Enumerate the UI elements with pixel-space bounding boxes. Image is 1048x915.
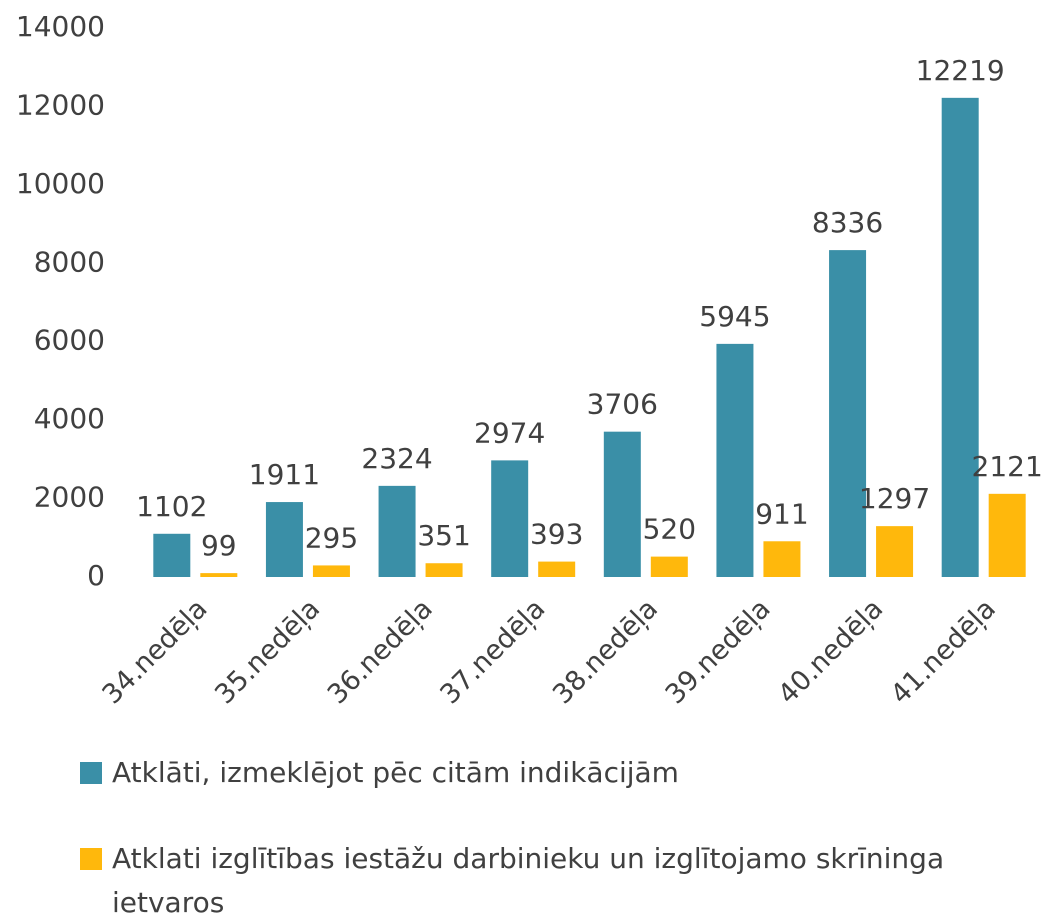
bar [312, 565, 350, 577]
bar [763, 541, 801, 577]
legend-item: Atklati izglītības iestāžu darbinieku un… [80, 837, 1020, 915]
bar [716, 343, 754, 577]
bar [265, 502, 303, 577]
data-label: 2324 [361, 442, 432, 475]
y-tick-label: 2000 [34, 481, 105, 514]
x-tick-label: 41.nedēļa [885, 593, 1002, 710]
data-label: 1102 [136, 490, 207, 523]
x-tick-label: 38.nedēļa [547, 593, 664, 710]
data-label: 12219 [916, 54, 1005, 87]
y-tick-label: 10000 [16, 167, 105, 200]
y-tick-label: 6000 [34, 324, 105, 357]
data-label: 5945 [699, 300, 770, 333]
data-label: 8336 [812, 206, 883, 239]
data-label: 1911 [249, 458, 320, 491]
y-tick-label: 14000 [16, 10, 105, 43]
data-label: 520 [643, 513, 696, 546]
data-label: 3706 [587, 388, 658, 421]
legend-swatch [80, 762, 102, 784]
bar [538, 561, 576, 577]
data-label: 2121 [972, 450, 1043, 483]
x-tick-label: 36.nedēļa [322, 593, 439, 710]
bar [378, 485, 416, 577]
data-label: 1297 [859, 482, 930, 515]
legend-label: Atklāti, izmeklējot pēc citām indikācijā… [112, 756, 679, 789]
x-tick-label: 35.nedēļa [209, 593, 326, 710]
chart: 0 2000 4000 6000 8000 10000 12000 14000 34.nedēļ… [16, 10, 1043, 710]
bar [650, 556, 688, 577]
bar [491, 460, 529, 577]
x-tick-label: 40.nedēļa [772, 593, 889, 710]
x-tick-label: 39.nedēļa [660, 593, 777, 710]
data-label: 295 [305, 521, 358, 554]
bar [988, 493, 1026, 577]
data-label: 351 [417, 519, 470, 552]
data-label: 2974 [474, 416, 545, 449]
x-tick-label: 34.nedēļa [97, 593, 214, 710]
bar [425, 563, 463, 577]
legend-swatch [80, 848, 102, 870]
legend-label: Atklati izglītības iestāžu darbinieku un… [112, 842, 945, 915]
bar [941, 97, 979, 578]
legend-item: Atklāti, izmeklējot pēc citām indikācijā… [80, 751, 1020, 795]
bar [829, 250, 867, 577]
bar [603, 431, 641, 577]
y-tick-label: 4000 [34, 402, 105, 435]
y-tick-label: 8000 [34, 245, 105, 278]
bar [876, 526, 914, 577]
y-tick-label: 0 [87, 559, 105, 592]
x-tick-label: 37.nedēļa [434, 593, 551, 710]
bar [200, 573, 238, 577]
data-label: 99 [201, 529, 237, 562]
data-label: 911 [755, 497, 808, 530]
bar [153, 533, 191, 577]
y-tick-label: 12000 [16, 88, 105, 121]
data-label: 393 [530, 518, 583, 551]
